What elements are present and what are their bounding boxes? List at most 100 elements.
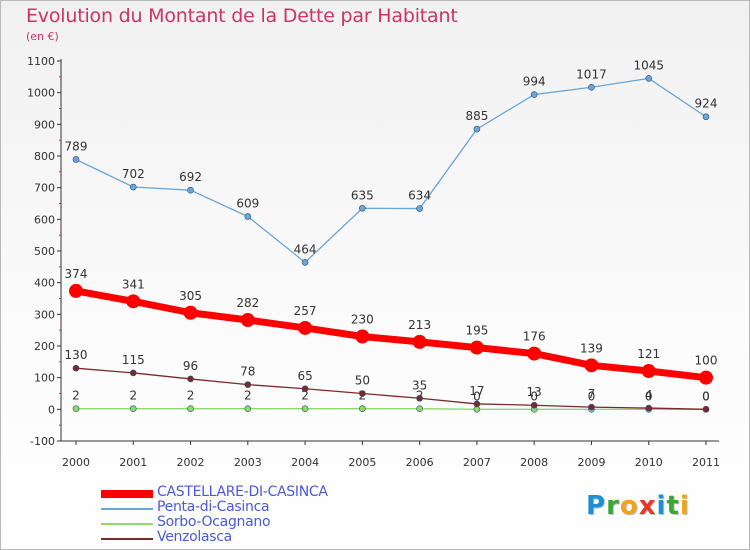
data-label-venzolasca: 7 <box>588 387 596 401</box>
data-point-castellare-di-casinca <box>126 294 141 309</box>
data-point-venzolasca <box>129 369 137 377</box>
data-point-venzolasca <box>244 381 252 388</box>
data-point-venzolasca <box>530 401 538 409</box>
legend-label: Sorbo-Ocagnano <box>157 514 271 530</box>
data-label-castellare-di-casinca: 213 <box>408 318 431 332</box>
y-tick-label: 1100 <box>27 55 55 68</box>
series-line-sorbo-ocagnano <box>75 408 707 410</box>
data-label-sorbo-ocagnano: 0 <box>702 389 710 403</box>
y-tick-label: 0 <box>48 403 55 416</box>
data-point-castellare-di-casinca <box>69 283 83 298</box>
data-label-venzolasca: 4 <box>645 388 653 402</box>
data-point-penta-di-casinca <box>187 186 194 194</box>
y-tick-label: 600 <box>34 213 55 226</box>
data-label-sorbo-ocagnano: 2 <box>187 389 195 403</box>
x-tick-label: 2005 <box>348 456 376 469</box>
data-point-sorbo-ocagnano <box>301 405 309 413</box>
data-label-venzolasca: 96 <box>183 359 198 373</box>
data-point-sorbo-ocagnano <box>244 405 252 413</box>
legend-label: CASTELLARE-DI-CASINCA <box>157 484 328 500</box>
x-tick-label: 2000 <box>62 456 90 469</box>
data-label-castellare-di-casinca: 374 <box>65 267 88 281</box>
data-point-venzolasca <box>702 406 710 413</box>
data-point-venzolasca <box>72 364 80 372</box>
data-label-castellare-di-casinca: 121 <box>637 347 660 361</box>
series-line-venzolasca <box>75 367 707 410</box>
data-label-penta-di-casinca: 635 <box>351 188 374 202</box>
data-label-sorbo-ocagnano: 0 <box>588 389 596 403</box>
data-label-castellare-di-casinca: 176 <box>523 330 546 344</box>
data-point-penta-di-casinca <box>702 113 710 121</box>
data-point-castellare-di-casinca <box>699 370 713 385</box>
x-tick-label: 2004 <box>291 456 319 469</box>
y-tick-label: 900 <box>34 118 55 131</box>
data-point-penta-di-casinca <box>359 204 366 212</box>
x-tick-label: 2003 <box>234 456 262 469</box>
y-tick-label: 400 <box>34 277 55 290</box>
data-label-penta-di-casinca: 692 <box>179 170 202 184</box>
x-tick-label: 2011 <box>692 456 720 469</box>
data-point-sorbo-ocagnano <box>187 405 194 413</box>
data-label-castellare-di-casinca: 139 <box>580 341 603 355</box>
data-label-penta-di-casinca: 609 <box>236 196 259 210</box>
data-point-sorbo-ocagnano <box>129 405 137 413</box>
data-point-castellare-di-casinca <box>183 305 198 320</box>
data-label-penta-di-casinca: 924 <box>695 97 718 111</box>
data-point-castellare-di-casinca <box>240 313 255 328</box>
data-point-castellare-di-casinca <box>298 320 313 335</box>
y-tick-label: 1000 <box>27 87 55 100</box>
y-tick-label: 700 <box>34 182 55 195</box>
data-label-penta-di-casinca: 885 <box>465 109 488 123</box>
data-label-castellare-di-casinca: 305 <box>179 289 202 303</box>
x-tick-label: 2001 <box>119 456 147 469</box>
data-point-venzolasca <box>187 375 194 383</box>
x-tick-label: 2008 <box>520 456 548 469</box>
data-point-penta-di-casinca <box>301 259 309 266</box>
proxiti-logo: Proxiti <box>586 491 690 521</box>
chart-unit-label: (en €) <box>26 30 59 43</box>
data-label-penta-di-casinca: 789 <box>65 139 88 153</box>
data-point-penta-di-casinca <box>244 213 252 220</box>
data-label-venzolasca: 17 <box>469 384 484 398</box>
data-label-castellare-di-casinca: 100 <box>695 354 718 368</box>
data-label-penta-di-casinca: 1045 <box>633 58 664 72</box>
x-tick-label: 2009 <box>577 456 605 469</box>
data-label-sorbo-ocagnano: 0 <box>645 389 653 403</box>
x-tick-label: 2007 <box>463 456 491 469</box>
series-line-castellare-di-casinca <box>72 287 710 382</box>
data-point-penta-di-casinca <box>645 75 653 82</box>
legend-swatch <box>101 538 153 540</box>
data-label-castellare-di-casinca: 282 <box>236 296 259 310</box>
y-tick-label: 800 <box>34 150 55 163</box>
data-point-castellare-di-casinca <box>412 334 427 349</box>
y-tick-label: 300 <box>34 308 55 321</box>
legend-label: Penta-di-Casinca <box>157 499 270 515</box>
data-point-castellare-di-casinca <box>355 329 370 344</box>
y-tick-label: 200 <box>34 340 55 353</box>
data-label-venzolasca: 0 <box>702 389 710 403</box>
data-label-venzolasca: 13 <box>527 385 542 399</box>
data-point-penta-di-casinca <box>530 91 538 98</box>
legend-swatch <box>101 523 153 525</box>
data-label-sorbo-ocagnano: 0 <box>530 389 538 403</box>
data-point-venzolasca <box>301 385 309 393</box>
data-point-castellare-di-casinca <box>527 346 542 361</box>
data-label-castellare-di-casinca: 195 <box>465 324 488 338</box>
data-label-venzolasca: 65 <box>297 369 312 383</box>
data-label-sorbo-ocagnano: 2 <box>301 389 309 403</box>
data-point-sorbo-ocagnano <box>72 405 80 413</box>
data-point-castellare-di-casinca <box>469 340 484 355</box>
data-point-penta-di-casinca <box>473 125 481 133</box>
data-point-castellare-di-casinca <box>641 364 656 379</box>
data-label-venzolasca: 35 <box>412 378 427 392</box>
data-point-venzolasca <box>588 403 595 411</box>
x-tick-label: 2006 <box>406 456 434 469</box>
data-point-penta-di-casinca <box>416 205 423 212</box>
data-point-venzolasca <box>645 404 653 412</box>
data-label-penta-di-casinca: 994 <box>523 75 546 89</box>
y-tick-label: 500 <box>34 245 55 258</box>
data-label-penta-di-casinca: 1017 <box>576 67 607 81</box>
data-point-venzolasca <box>473 400 481 408</box>
data-point-penta-di-casinca <box>588 83 595 91</box>
